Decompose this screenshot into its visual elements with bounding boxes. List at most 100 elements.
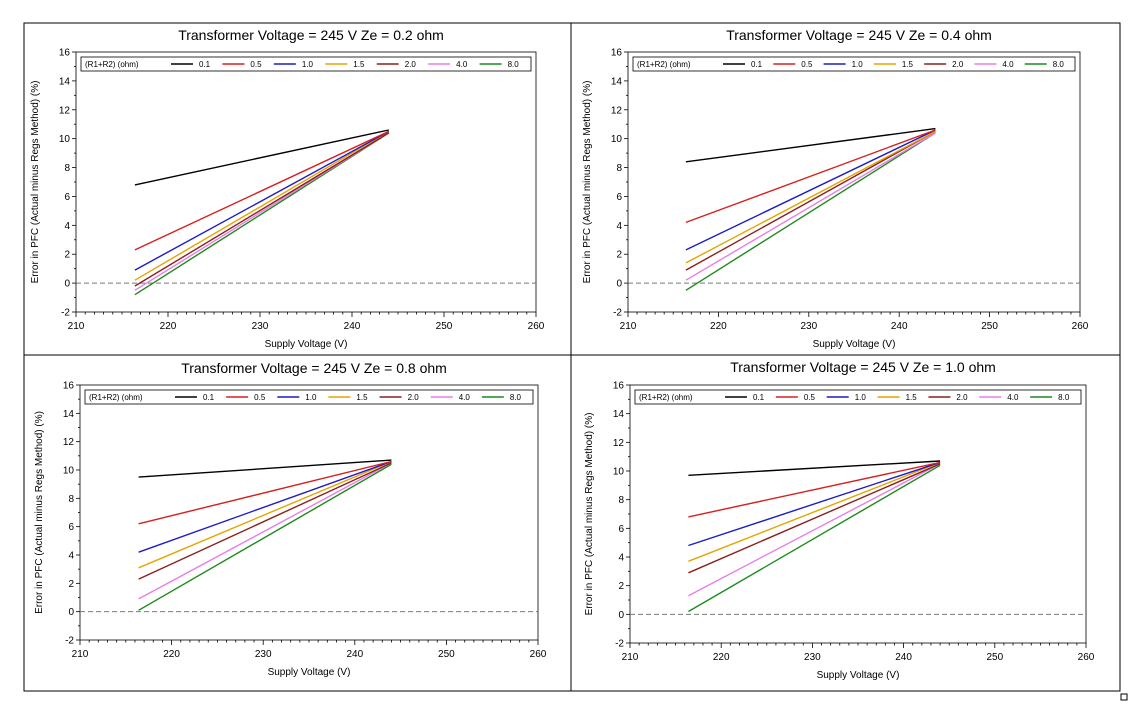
legend-entry-label: 0.1: [751, 60, 763, 69]
legend-entry-label: 4.0: [1002, 60, 1014, 69]
y-tick-label: 16: [63, 381, 75, 392]
x-tick-label: 230: [800, 321, 817, 332]
legend-box: [632, 56, 1076, 72]
legend-entry-label: 2.0: [956, 393, 968, 402]
y-tick-label: 10: [613, 467, 625, 478]
legend-entry-label: 8.0: [1053, 60, 1065, 69]
x-axis-label: Supply Voltage (V): [268, 667, 351, 678]
y-tick-label: 8: [68, 494, 74, 505]
legend-entry-label: 1.0: [852, 60, 864, 69]
y-tick-label: 6: [616, 192, 622, 203]
legend-entry-label: 8.0: [508, 60, 520, 69]
x-tick-label: 250: [436, 321, 453, 332]
legend-entry-label: 0.5: [804, 393, 816, 402]
legend-title: (R1+R2) (ohm): [89, 393, 143, 402]
chart-title: Transformer Voltage = 245 V Ze = 0.4 ohm: [726, 27, 992, 43]
y-tick-label: 6: [64, 192, 70, 203]
series-group: [134, 129, 390, 296]
resize-corner-marker: [1120, 693, 1128, 701]
legend-entry-label: 1.5: [906, 393, 918, 402]
plot-area: [627, 51, 1081, 313]
y-tick-label: 0: [618, 610, 624, 621]
legend-entry-label: 4.0: [456, 60, 468, 69]
legend-title: (R1+R2) (ohm): [85, 60, 139, 69]
legend-box: [80, 56, 532, 72]
x-axis-label: Supply Voltage (V): [265, 339, 348, 350]
y-tick-label: 12: [613, 438, 625, 449]
y-tick-label: 10: [59, 134, 71, 145]
x-tick-label: 260: [1072, 321, 1089, 332]
x-tick-label: 260: [530, 649, 547, 660]
series-line-1-5: [134, 130, 390, 281]
y-tick-label: -2: [613, 308, 622, 319]
legend-title: (R1+R2) (ohm): [639, 393, 693, 402]
x-tick-label: 230: [252, 321, 269, 332]
x-tick-label: 240: [344, 321, 361, 332]
y-tick-label: 12: [611, 105, 623, 116]
chart-title: Transformer Voltage = 245 V Ze = 1.0 ohm: [730, 359, 996, 375]
y-tick-label: 14: [613, 409, 625, 420]
y-tick-label: 10: [611, 134, 623, 145]
legend-entry-label: 0.1: [753, 393, 765, 402]
x-axis-label: Supply Voltage (V): [817, 670, 900, 681]
y-tick-label: 16: [59, 48, 71, 59]
y-axis-label: Error in PFC (Actual minus Regs Method) …: [582, 81, 593, 284]
chart-panel-4: Transformer Voltage = 245 V Ze = 1.0 ohm…: [584, 359, 1095, 681]
y-tick-label: 12: [59, 105, 71, 116]
series-group: [685, 127, 936, 291]
x-tick-label: 240: [346, 649, 363, 660]
plot-area: [629, 384, 1087, 644]
y-tick-label: 6: [618, 524, 624, 535]
legend-entry-label: 4.0: [459, 393, 471, 402]
series-line-2-0: [685, 130, 936, 271]
y-tick-label: -2: [615, 639, 624, 650]
chart-title: Transformer Voltage = 245 V Ze = 0.2 ohm: [178, 27, 444, 43]
legend-entry-label: 2.0: [952, 60, 964, 69]
legend-entry-label: 0.5: [250, 60, 262, 69]
series-line-0-5: [138, 460, 392, 525]
series-line-0-1: [688, 460, 941, 476]
y-tick-label: 8: [64, 163, 70, 174]
series-line-1-0: [688, 461, 941, 547]
legend-entry-label: 1.5: [902, 60, 914, 69]
series-line-1-5: [138, 460, 392, 569]
y-tick-label: 6: [68, 522, 74, 533]
chart-panel-3: Transformer Voltage = 245 V Ze = 0.8 ohm…: [34, 360, 547, 678]
chart-panel-2: Transformer Voltage = 245 V Ze = 0.4 ohm…: [582, 27, 1089, 350]
series-line-4-0: [685, 132, 936, 281]
x-tick-label: 250: [438, 649, 455, 660]
series-line-0-5: [688, 461, 941, 518]
x-tick-label: 260: [1078, 652, 1095, 663]
x-tick-label: 250: [986, 652, 1003, 663]
x-tick-label: 220: [160, 321, 177, 332]
x-tick-label: 210: [68, 321, 85, 332]
y-tick-label: 0: [616, 279, 622, 290]
x-tick-label: 210: [72, 649, 89, 660]
outer-frame: [23, 22, 1121, 692]
series-group: [688, 460, 941, 613]
legend: (R1+R2) (ohm) 0.1 0.5 1.0 1.5 2.0 4.0 8.0: [84, 389, 534, 405]
legend-box: [84, 389, 534, 405]
legend-entry-label: 1.0: [302, 60, 314, 69]
y-tick-label: 2: [68, 579, 74, 590]
legend-entry-label: 0.5: [801, 60, 813, 69]
series-line-8-0: [138, 463, 392, 611]
legend-entry-label: 2.0: [405, 60, 417, 69]
y-tick-label: 2: [618, 581, 624, 592]
y-tick-label: 4: [64, 221, 70, 232]
series-line-8-0: [688, 464, 941, 613]
x-tick-label: 230: [804, 652, 821, 663]
series-line-2-0: [688, 463, 941, 574]
series-group: [138, 459, 392, 611]
y-axis-label: Error in PFC (Actual minus Regs Method) …: [30, 81, 41, 284]
y-tick-label: 4: [616, 221, 622, 232]
series-line-2-0: [138, 462, 392, 580]
series-line-1-0: [134, 130, 390, 271]
chart-title: Transformer Voltage = 245 V Ze = 0.8 ohm: [181, 360, 447, 376]
series-line-0-1: [138, 459, 392, 478]
legend: (R1+R2) (ohm) 0.1 0.5 1.0 1.5 2.0 4.0 8.0: [634, 389, 1082, 405]
series-line-2-0: [134, 132, 390, 287]
series-line-0-5: [134, 130, 390, 251]
legend-entry-label: 4.0: [1007, 393, 1019, 402]
